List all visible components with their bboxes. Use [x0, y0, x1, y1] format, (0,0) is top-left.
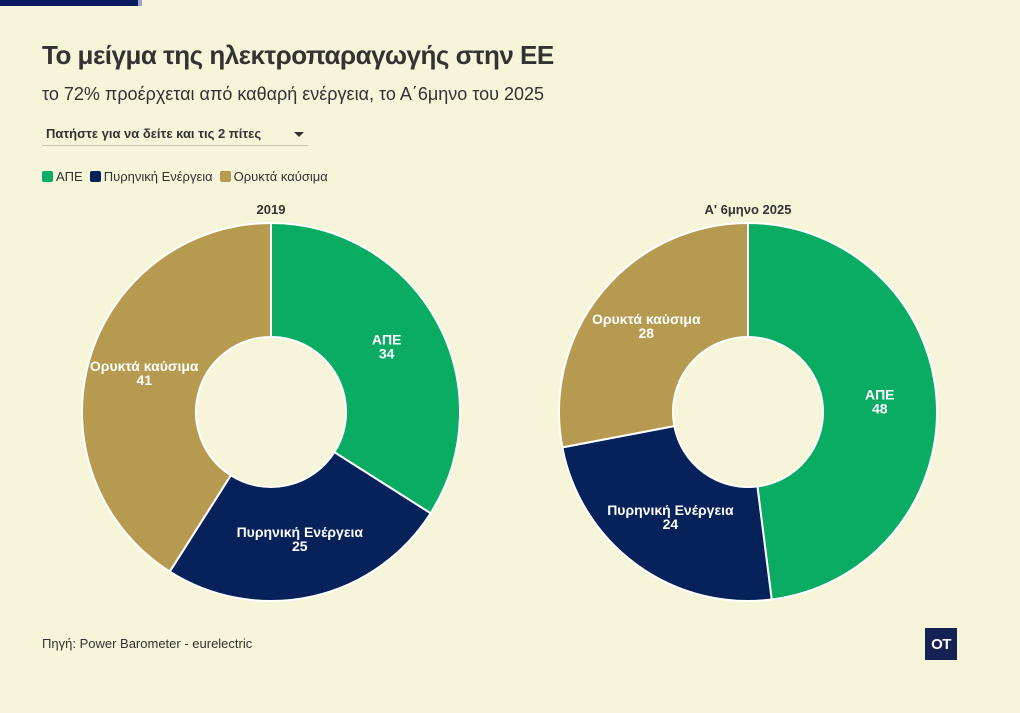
slice-nuclear-2019[interactable] [168, 450, 432, 602]
page-title: Το μείγμα της ηλεκτροπαραγωγής στην ΕΕ [42, 40, 554, 70]
chart-select-dropdown[interactable]: Πατήστε για να δείτε και τις 2 πίτες [42, 122, 308, 146]
slice-renewables-2019[interactable] [270, 221, 461, 515]
source-note: Πηγή: Power Barometer - eurelectric [42, 636, 253, 651]
slice-label-renewables-2025h1: ΑΠΕ 48 [865, 387, 895, 417]
legend-swatch-fossil [219, 171, 231, 182]
slice-label-fossil-2025h1: Ορυκτά καύσιμα 28 [592, 311, 701, 341]
legend-label-renewables: ΑΠΕ [56, 169, 83, 184]
brand-logo: OT [925, 628, 957, 660]
slice-label-nuclear-2025h1: Πυρηνική Ενέργεια 24 [607, 502, 734, 532]
legend-item-renewables[interactable]: ΑΠΕ [42, 169, 83, 184]
donut-chart-2025h1: Α' 6μηνο 2025 ΑΠΕ 48 Πυρηνική Ενέργεια 24 Ορυ… [558, 202, 939, 602]
slice-label-nuclear-2019: Πυρηνική Ενέργεια 25 [237, 524, 364, 554]
chart-title-2025h1: Α' 6μηνο 2025 [705, 202, 792, 217]
legend-swatch-renewables [42, 171, 53, 182]
chart-title-2019: 2019 [257, 202, 286, 217]
slice-nuclear-2025h1[interactable] [561, 424, 773, 602]
slice-fossil-2019[interactable] [81, 221, 272, 573]
legend-item-nuclear[interactable]: Πυρηνική Ενέργεια [89, 169, 213, 184]
slice-label-renewables-2019: ΑΠΕ 34 [372, 331, 402, 361]
slice-fossil-2025h1[interactable] [558, 221, 749, 449]
page-subtitle: το 72% προέρχεται από καθαρή ενέργεια, τ… [42, 84, 545, 104]
legend-label-nuclear: Πυρηνική Ενέργεια [103, 169, 213, 184]
legend: ΑΠΕ Πυρηνική Ενέργεια Ορυκτά καύσιμα [42, 169, 335, 184]
legend-swatch-nuclear [89, 171, 101, 182]
chevron-down-icon [294, 132, 304, 137]
donut-chart-2019: 2019 ΑΠΕ 34 Πυρηνική Ενέργεια 25 Ορυκτά καύσι… [81, 202, 461, 602]
slice-renewables-2025h1[interactable] [747, 221, 939, 601]
dropdown-label: Πατήστε για να δείτε και τις 2 πίτες [46, 126, 262, 141]
brand-top-bar [0, 0, 142, 6]
legend-item-fossil[interactable]: Ορυκτά καύσιμα [219, 169, 328, 184]
legend-label-fossil: Ορυκτά καύσιμα [233, 169, 328, 184]
slice-label-fossil-2019: Ορυκτά καύσιμα 41 [90, 358, 199, 388]
